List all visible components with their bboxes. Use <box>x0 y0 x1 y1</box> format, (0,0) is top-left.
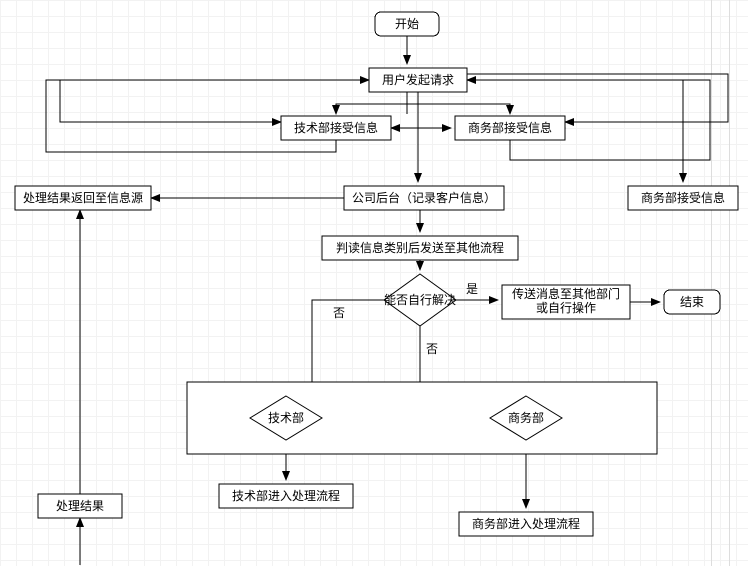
node-label: 技术部进入处理流程 <box>232 488 340 503</box>
node-label: 技术部接受信息 <box>294 120 378 135</box>
flowchart-canvas: 是否否 开始用户发起请求技术部接受信息商务部接受信息处理结果返回至信息源公司后台… <box>0 0 748 566</box>
node-label: 公司后台（记录客户信息） <box>352 190 496 205</box>
node-label: 结束 <box>680 295 704 309</box>
node-label: 商务部接受信息 <box>468 120 552 135</box>
node-label: 用户发起请求 <box>382 72 454 87</box>
node-label: 商务部 <box>508 410 544 425</box>
nodes-group: 开始用户发起请求技术部接受信息商务部接受信息处理结果返回至信息源公司后台（记录客… <box>15 12 738 536</box>
node-label: 处理结果 <box>56 499 104 513</box>
edge-label: 否 <box>333 306 345 320</box>
node-label: 技术部 <box>268 410 304 425</box>
node-label: 传送消息至其他部门 <box>512 286 620 301</box>
node-label: 判读信息类别后发送至其他流程 <box>336 240 504 255</box>
edge <box>336 104 510 114</box>
edge-label: 否 <box>426 342 438 356</box>
node-label: 或自行操作 <box>536 300 596 315</box>
node-label: 商务部接受信息 <box>641 190 725 205</box>
node-label: 开始 <box>395 17 419 31</box>
node-label: 能否自行解决 <box>384 293 456 307</box>
flowchart-svg: 是否否 开始用户发起请求技术部接受信息商务部接受信息处理结果返回至信息源公司后台… <box>0 0 748 566</box>
edge-label: 是 <box>466 282 478 296</box>
node-label: 处理结果返回至信息源 <box>23 190 143 205</box>
node-label: 商务部进入处理流程 <box>472 516 580 531</box>
